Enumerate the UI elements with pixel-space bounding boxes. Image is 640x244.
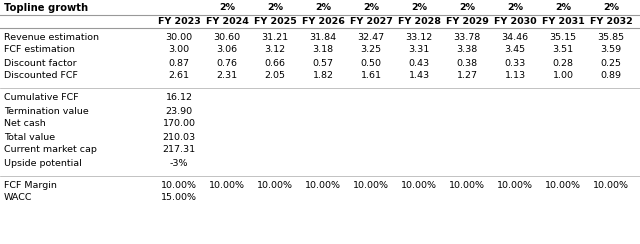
Text: 0.33: 0.33 [504, 59, 525, 68]
Text: 0.89: 0.89 [600, 71, 621, 81]
Text: 30.00: 30.00 [165, 32, 193, 41]
Text: 3.38: 3.38 [456, 45, 477, 54]
Text: 0.57: 0.57 [312, 59, 333, 68]
Text: 3.18: 3.18 [312, 45, 333, 54]
Text: 10.00%: 10.00% [593, 181, 629, 190]
Text: Topline growth: Topline growth [4, 3, 88, 13]
Text: FY 2027: FY 2027 [349, 18, 392, 27]
Text: Cumulative FCF: Cumulative FCF [4, 93, 79, 102]
Text: 3.00: 3.00 [168, 45, 189, 54]
Text: 2%: 2% [363, 3, 379, 12]
Text: 3.25: 3.25 [360, 45, 381, 54]
Text: 1.00: 1.00 [552, 71, 573, 81]
Text: 0.38: 0.38 [456, 59, 477, 68]
Text: 31.21: 31.21 [261, 32, 289, 41]
Text: Discount factor: Discount factor [4, 59, 77, 68]
Text: Upside potential: Upside potential [4, 159, 82, 167]
Text: FY 2024: FY 2024 [205, 18, 248, 27]
Text: 217.31: 217.31 [163, 145, 196, 154]
Text: 2.05: 2.05 [264, 71, 285, 81]
Text: 31.84: 31.84 [309, 32, 337, 41]
Text: FY 2032: FY 2032 [589, 18, 632, 27]
Text: 0.87: 0.87 [168, 59, 189, 68]
Text: 170.00: 170.00 [163, 120, 195, 129]
Text: 2%: 2% [315, 3, 331, 12]
Text: 10.00%: 10.00% [401, 181, 437, 190]
Text: Revenue estimation: Revenue estimation [4, 32, 99, 41]
Text: FY 2025: FY 2025 [253, 18, 296, 27]
Text: FY 2026: FY 2026 [301, 18, 344, 27]
Text: 34.46: 34.46 [501, 32, 529, 41]
Text: WACC: WACC [4, 193, 33, 203]
Text: 1.13: 1.13 [504, 71, 525, 81]
Text: 3.51: 3.51 [552, 45, 573, 54]
Text: 3.06: 3.06 [216, 45, 237, 54]
Text: FY 2028: FY 2028 [397, 18, 440, 27]
Text: 0.28: 0.28 [552, 59, 573, 68]
Text: 3.45: 3.45 [504, 45, 525, 54]
Text: 2%: 2% [459, 3, 475, 12]
Text: 10.00%: 10.00% [353, 181, 389, 190]
Text: FCF Margin: FCF Margin [4, 181, 57, 190]
Text: -3%: -3% [170, 159, 188, 167]
Text: 3.31: 3.31 [408, 45, 429, 54]
Text: FY 2029: FY 2029 [445, 18, 488, 27]
Text: 10.00%: 10.00% [305, 181, 341, 190]
Text: 2%: 2% [603, 3, 619, 12]
Text: 1.82: 1.82 [312, 71, 333, 81]
Text: 3.59: 3.59 [600, 45, 621, 54]
Text: FY 2030: FY 2030 [493, 18, 536, 27]
Text: 0.25: 0.25 [600, 59, 621, 68]
Text: 0.66: 0.66 [264, 59, 285, 68]
Text: FY 2031: FY 2031 [541, 18, 584, 27]
Text: 2%: 2% [507, 3, 523, 12]
Text: 10.00%: 10.00% [161, 181, 197, 190]
Text: 1.61: 1.61 [360, 71, 381, 81]
Text: 33.12: 33.12 [405, 32, 433, 41]
Text: 2%: 2% [555, 3, 571, 12]
Text: 10.00%: 10.00% [449, 181, 485, 190]
Text: 1.43: 1.43 [408, 71, 429, 81]
Text: 0.43: 0.43 [408, 59, 429, 68]
Text: 3.12: 3.12 [264, 45, 285, 54]
Text: 2%: 2% [267, 3, 283, 12]
Text: Net cash: Net cash [4, 120, 45, 129]
Text: 1.27: 1.27 [456, 71, 477, 81]
Text: 23.90: 23.90 [165, 106, 193, 115]
Text: 2%: 2% [219, 3, 235, 12]
Text: 33.78: 33.78 [453, 32, 481, 41]
Text: 0.50: 0.50 [360, 59, 381, 68]
Text: 35.85: 35.85 [597, 32, 625, 41]
Text: 2%: 2% [411, 3, 427, 12]
Text: 30.60: 30.60 [213, 32, 241, 41]
Text: Total value: Total value [4, 132, 55, 142]
Text: 2.61: 2.61 [168, 71, 189, 81]
Text: 32.47: 32.47 [357, 32, 385, 41]
Text: 10.00%: 10.00% [257, 181, 293, 190]
Text: Discounted FCF: Discounted FCF [4, 71, 78, 81]
Text: Current market cap: Current market cap [4, 145, 97, 154]
Text: 2.31: 2.31 [216, 71, 237, 81]
Text: 10.00%: 10.00% [497, 181, 533, 190]
Text: Termination value: Termination value [4, 106, 89, 115]
Text: 10.00%: 10.00% [545, 181, 581, 190]
Text: 10.00%: 10.00% [209, 181, 245, 190]
Text: 210.03: 210.03 [163, 132, 196, 142]
Text: 16.12: 16.12 [166, 93, 193, 102]
Text: FY 2023: FY 2023 [157, 18, 200, 27]
Text: 0.76: 0.76 [216, 59, 237, 68]
Text: 35.15: 35.15 [549, 32, 577, 41]
Text: FCF estimation: FCF estimation [4, 45, 75, 54]
Text: 15.00%: 15.00% [161, 193, 197, 203]
